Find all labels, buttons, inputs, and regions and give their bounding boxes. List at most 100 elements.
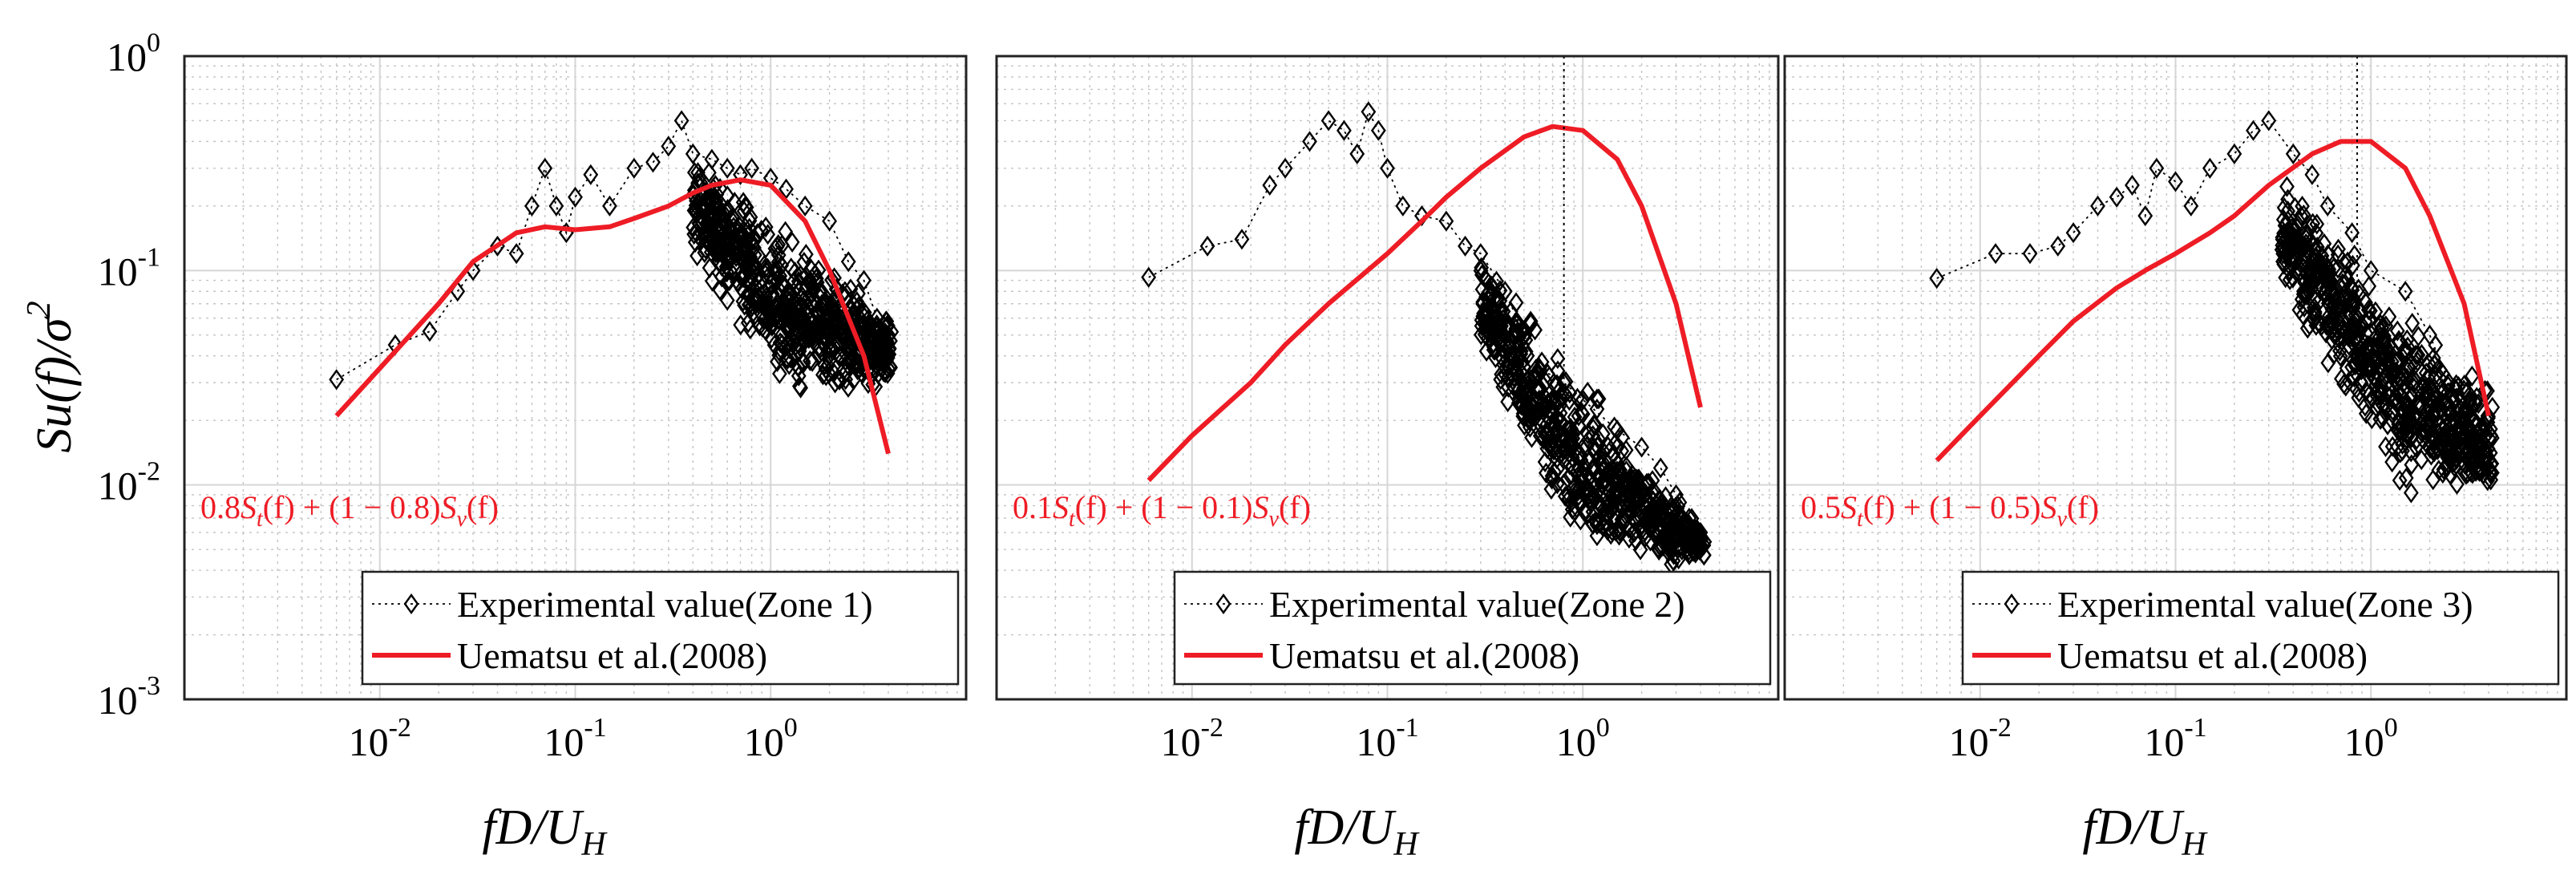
legend-box <box>1173 570 1772 686</box>
data-point <box>796 307 812 329</box>
data-point <box>1562 454 1578 476</box>
data-point <box>1606 471 1622 492</box>
panels: 100 10-1 10-2 10-3 10-2 10-1 100 fD/UH 0.8St(f) … <box>98 28 2568 863</box>
data-point <box>1562 383 1578 404</box>
data-point <box>1563 506 1579 528</box>
data-point <box>797 195 813 217</box>
data-point <box>1579 381 1595 403</box>
data-point <box>876 325 892 346</box>
data-point <box>798 244 814 265</box>
data-point <box>1477 268 1493 290</box>
data-point <box>2404 454 2420 476</box>
data-point <box>736 266 752 288</box>
data-point <box>1510 388 1527 411</box>
data-point <box>2324 298 2340 320</box>
data-point <box>1480 327 1496 349</box>
data-point <box>2399 418 2415 439</box>
data-point <box>2288 249 2304 270</box>
data-point <box>772 280 787 302</box>
data-point <box>1664 503 1680 524</box>
data-point <box>719 157 735 179</box>
data-point <box>1580 478 1596 500</box>
data-point <box>790 356 806 378</box>
series-experimental <box>1929 110 2501 504</box>
data-point <box>2289 228 2305 249</box>
data-point <box>1349 143 1365 164</box>
data-point <box>777 301 792 322</box>
data-point <box>1686 525 1702 547</box>
data-point <box>843 278 859 300</box>
data-point <box>1692 538 1708 560</box>
data-point <box>710 241 726 263</box>
data-point <box>746 253 762 275</box>
data-point <box>1277 157 1293 179</box>
data-point <box>2392 420 2408 442</box>
data-point <box>2396 341 2412 363</box>
data-point <box>1605 483 1621 504</box>
data-point <box>856 269 871 291</box>
data-point <box>2304 164 2320 185</box>
data-point <box>1539 438 1555 460</box>
data-point <box>1629 472 1645 494</box>
data-point <box>782 315 798 337</box>
data-point <box>745 302 761 324</box>
data-point <box>1615 509 1630 531</box>
data-point <box>1510 312 1526 334</box>
data-point <box>2319 269 2335 290</box>
data-point <box>2481 407 2496 429</box>
x-tick-label: 100 <box>1556 713 1610 764</box>
data-point <box>2442 448 2458 469</box>
data-point <box>733 314 749 336</box>
data-point <box>1370 119 1386 141</box>
data-point <box>791 270 807 293</box>
y-tick-label: 100 <box>107 28 160 79</box>
model-curve <box>334 177 891 455</box>
data-point <box>2341 371 2357 392</box>
data-point <box>583 164 599 185</box>
data-point <box>2454 440 2470 462</box>
data-point <box>764 315 780 337</box>
data-point <box>772 362 787 385</box>
data-point <box>819 327 835 349</box>
data-point <box>837 281 853 302</box>
data-point <box>2168 171 2183 192</box>
data-point <box>1320 110 1337 132</box>
data-point <box>2466 427 2481 449</box>
data-point <box>2279 227 2295 249</box>
data-point <box>1513 343 1529 365</box>
data-point <box>2125 174 2140 196</box>
data-point <box>815 330 831 352</box>
data-point <box>1591 512 1607 534</box>
data-point <box>2285 143 2301 164</box>
data-point <box>2449 442 2465 464</box>
data-point <box>1550 360 1566 382</box>
data-point <box>2459 403 2475 425</box>
data-point <box>2330 257 2346 279</box>
data-point <box>737 196 753 217</box>
data-point <box>1665 530 1681 552</box>
model-equation: 0.8St(f) + (1 − 0.8)Sv(f) <box>200 489 499 532</box>
data-point <box>1555 423 1571 445</box>
data-point <box>758 297 774 318</box>
data-point <box>2378 343 2394 365</box>
data-point <box>758 320 774 342</box>
data-point <box>422 321 438 342</box>
data-point <box>1988 243 2004 265</box>
data-point <box>1535 391 1551 413</box>
data-point <box>1929 267 1945 290</box>
data-point <box>1514 351 1530 373</box>
data-point <box>2480 470 2495 492</box>
data-point <box>568 186 583 208</box>
data-point <box>1566 422 1582 444</box>
data-point <box>2351 278 2367 300</box>
data-point <box>2280 221 2296 243</box>
data-point <box>2320 257 2336 279</box>
data-point <box>796 251 812 273</box>
data-point <box>1361 101 1377 123</box>
data-point <box>2443 412 2459 434</box>
data-point <box>2341 334 2357 356</box>
experimental-dotted-line <box>1148 109 1701 533</box>
data-point <box>818 365 834 387</box>
data-point <box>2428 364 2443 387</box>
data-point <box>1562 424 1578 446</box>
